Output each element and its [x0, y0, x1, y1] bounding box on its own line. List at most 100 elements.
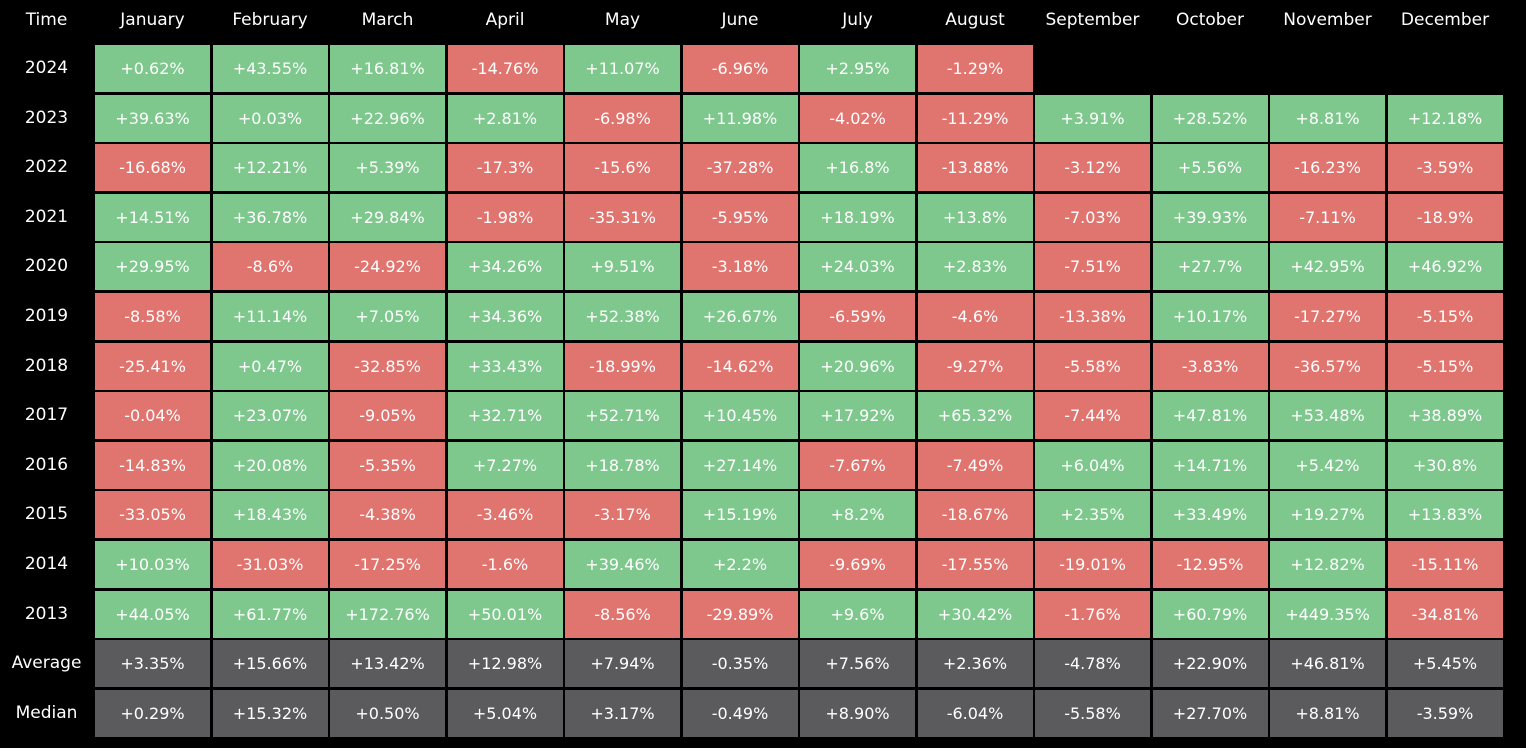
heatmap-cell: +2.95% [800, 45, 915, 92]
heatmap-cell: -14.76% [447, 45, 563, 92]
heatmap-cell: -36.57% [1270, 342, 1385, 390]
heatmap-cell: +0.29% [95, 689, 210, 737]
heatmap-cell: +12.21% [212, 144, 328, 192]
heatmap-cell: +7.94% [565, 640, 680, 688]
heatmap-cell: -1.6% [447, 541, 563, 588]
heatmap-cell: +17.92% [800, 392, 915, 440]
heatmap-cell: +0.03% [212, 94, 328, 142]
column-header-october: October [1175, 10, 1245, 30]
column-header-september: September [1045, 10, 1140, 30]
heatmap-cell: +39.93% [1152, 193, 1268, 241]
heatmap-cell: +42.95% [1270, 243, 1385, 291]
heatmap-cell: +8.81% [1270, 689, 1385, 737]
heatmap-cell: +43.55% [212, 45, 328, 92]
heatmap-cell: -16.23% [1270, 144, 1385, 192]
heatmap-cell: +20.96% [800, 342, 915, 390]
heatmap-cell: +3.17% [565, 689, 680, 737]
heatmap-cell: -5.15% [1387, 293, 1503, 340]
heatmap-cell: -6.59% [800, 293, 915, 340]
column-header-april: April [485, 10, 525, 30]
heatmap-cell: -7.11% [1270, 193, 1385, 241]
heatmap-cell: +18.78% [565, 441, 680, 489]
heatmap-cell: +16.8% [800, 144, 915, 192]
heatmap-cell: -9.05% [330, 392, 445, 440]
heatmap-cell: -0.49% [682, 689, 798, 737]
heatmap-cell: -5.58% [1035, 342, 1150, 390]
heatmap-cell: -8.56% [565, 590, 680, 638]
heatmap-cell: -5.58% [1035, 689, 1150, 737]
heatmap-cell: -7.03% [1035, 193, 1150, 241]
heatmap-cell: +2.36% [917, 640, 1033, 688]
heatmap-cell: +28.52% [1152, 94, 1268, 142]
heatmap-cell: -5.95% [682, 193, 798, 241]
heatmap-cell: +34.36% [447, 293, 563, 340]
heatmap-cell: +2.2% [682, 541, 798, 588]
heatmap-cell: +449.35% [1270, 590, 1385, 638]
heatmap-cell: +3.91% [1035, 94, 1150, 142]
heatmap-cell: +11.14% [212, 293, 328, 340]
heatmap-cell: -1.98% [447, 193, 563, 241]
row-label-2021: 2021 [24, 206, 69, 227]
heatmap-cell: +15.66% [212, 640, 328, 688]
heatmap-cell: -17.55% [917, 541, 1033, 588]
heatmap-cell: -7.67% [800, 441, 915, 489]
heatmap-cell: +47.81% [1152, 392, 1268, 440]
heatmap-cell: +33.43% [447, 342, 563, 390]
heatmap-cell: -5.15% [1387, 342, 1503, 390]
column-header-august: August [945, 10, 1005, 30]
heatmap-cell: -24.92% [330, 243, 445, 291]
heatmap-cell: -18.99% [565, 342, 680, 390]
heatmap-cell: +11.07% [565, 45, 680, 92]
column-header-january: January [120, 10, 185, 30]
heatmap-cell: +11.98% [682, 94, 798, 142]
heatmap-cell: +22.96% [330, 94, 445, 142]
heatmap-cell: -3.12% [1035, 144, 1150, 192]
heatmap-cell: +32.71% [447, 392, 563, 440]
heatmap-cell: -6.04% [917, 689, 1033, 737]
heatmap-cell: -9.69% [800, 541, 915, 588]
heatmap-cell: +23.07% [212, 392, 328, 440]
heatmap-cell: +30.8% [1387, 441, 1503, 489]
row-label-2018: 2018 [24, 355, 69, 376]
heatmap-cell: +52.71% [565, 392, 680, 440]
heatmap-cell: +10.03% [95, 541, 210, 588]
heatmap-cell: +36.78% [212, 193, 328, 241]
row-label-median: Median [15, 702, 78, 723]
heatmap-cell: +34.26% [447, 243, 563, 291]
heatmap-cell: -7.49% [917, 441, 1033, 489]
heatmap-cell: -4.78% [1035, 640, 1150, 688]
heatmap-cell: +19.27% [1270, 491, 1385, 539]
heatmap-cell: -6.98% [565, 94, 680, 142]
heatmap-cell: +13.42% [330, 640, 445, 688]
heatmap-cell: -13.88% [917, 144, 1033, 192]
heatmap-cell: +44.05% [95, 590, 210, 638]
heatmap-cell: -17.27% [1270, 293, 1385, 340]
heatmap-cell: +6.04% [1035, 441, 1150, 489]
heatmap-cell: +20.08% [212, 441, 328, 489]
heatmap-cell: -17.3% [447, 144, 563, 192]
heatmap-cell: +8.81% [1270, 94, 1385, 142]
heatmap-cell: +7.27% [447, 441, 563, 489]
heatmap-cell: -7.51% [1035, 243, 1150, 291]
heatmap-cell: +38.89% [1387, 392, 1503, 440]
row-label-2016: 2016 [24, 454, 69, 475]
heatmap-cell: +2.81% [447, 94, 563, 142]
heatmap-cell: +27.70% [1152, 689, 1268, 737]
heatmap-cell: +8.2% [800, 491, 915, 539]
heatmap-cell: -34.81% [1387, 590, 1503, 638]
heatmap-cell: -9.27% [917, 342, 1033, 390]
heatmap-cell: +2.83% [917, 243, 1033, 291]
heatmap-cell: +10.45% [682, 392, 798, 440]
heatmap-cell: -7.44% [1035, 392, 1150, 440]
column-header-december: December [1400, 10, 1490, 30]
heatmap-cell: +0.62% [95, 45, 210, 92]
heatmap-cell: +5.56% [1152, 144, 1268, 192]
row-label-2023: 2023 [24, 107, 69, 128]
column-header-march: March [361, 10, 414, 30]
heatmap-cell: -32.85% [330, 342, 445, 390]
heatmap-cell: +0.50% [330, 689, 445, 737]
heatmap-cell: -0.35% [682, 640, 798, 688]
heatmap-cell: -19.01% [1035, 541, 1150, 588]
heatmap-cell: -11.29% [917, 94, 1033, 142]
